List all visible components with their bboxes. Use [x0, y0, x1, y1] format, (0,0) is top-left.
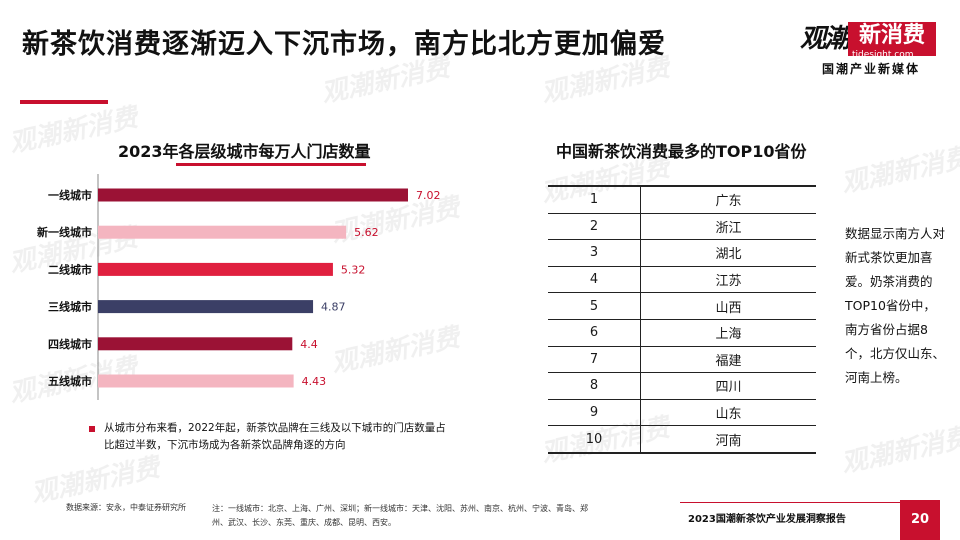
footnote: 注：一线城市：北京、上海、广州、深圳；新一线城市：天津、沈阳、苏州、南京、杭州、…: [212, 504, 588, 527]
table-row: 5 山西: [548, 292, 816, 320]
province-cell: 浙江: [640, 213, 816, 241]
logo-tagline: 国潮产业新媒体: [822, 62, 921, 76]
rank-cell: 7: [548, 346, 641, 374]
data-label: 4.87: [321, 301, 346, 314]
province-cell: 广东: [640, 184, 816, 214]
bar: [98, 300, 314, 314]
rank-cell: 6: [548, 319, 641, 347]
logo-domain: tidesight.com: [852, 50, 914, 60]
province-cell: 四川: [640, 372, 816, 400]
rank-cell: 3: [548, 239, 641, 267]
category-label: 四线城市: [48, 337, 92, 351]
table-row: 3 湖北: [548, 239, 816, 267]
data-source: 数据来源：安永，中泰证券研究所: [66, 503, 186, 512]
bar-chart: 一线城市 7.02 新一线城市 5.62 二线城市 5.32 三线城市 4.87 四线城市 4.4…: [37, 174, 441, 400]
watermark: 观潮新消费: [838, 142, 960, 200]
table-row: 6 上海: [548, 319, 816, 347]
report-name: 2023国潮新茶饮产业发展洞察报告: [688, 514, 846, 525]
province-cell: 河南: [640, 425, 816, 454]
table-row: 8 四川: [548, 372, 816, 400]
bottom-note: 从城市分布来看，2022年起，新茶饮品牌在三线及以下城市的门店数量占比超过半数，…: [104, 422, 446, 451]
table-row: 9 山东: [548, 399, 816, 427]
page-title: 新茶饮消费逐渐迈入下沉市场，南方比北方更加偏爱: [22, 29, 666, 60]
chart-title: 2023年各层级城市每万人门店数量: [118, 142, 371, 161]
rank-cell: 8: [548, 372, 641, 400]
side-note: 数据显示南方人对新式茶饮更加喜爱。奶茶消费的TOP10省份中，南方省份占据8个，…: [845, 226, 946, 385]
bullet-icon: [89, 426, 95, 432]
data-label: 5.32: [341, 263, 366, 276]
bar: [98, 374, 294, 388]
footer-line: [680, 502, 902, 503]
province-cell: 山西: [640, 292, 816, 320]
brand-logo: 观潮 新消费 tidesight.com 国潮产业新媒体: [800, 18, 940, 76]
province-cell: 江苏: [640, 266, 816, 294]
table-row: 4 江苏: [548, 266, 816, 294]
watermark: 观潮新消费: [838, 422, 960, 480]
data-label: 4.4: [300, 338, 318, 351]
table-row: 10 河南: [548, 425, 816, 454]
data-label: 7.02: [416, 189, 441, 202]
data-label: 4.43: [302, 375, 327, 388]
table-row: 2 浙江: [548, 213, 816, 241]
province-cell: 上海: [640, 319, 816, 347]
category-label: 三线城市: [48, 300, 92, 314]
rank-cell: 9: [548, 399, 641, 427]
ranking-table: 1 广东 2 浙江 3 湖北 4 江苏 5 山西 6 上海 7 福建 8 四川 9 山东 10 河南: [548, 184, 816, 454]
title-underline: [20, 100, 108, 104]
rank-cell: 10: [548, 425, 641, 454]
rank-cell: 2: [548, 213, 641, 241]
page-number: 20: [900, 500, 940, 540]
rank-cell: 5: [548, 292, 641, 320]
bar: [98, 262, 333, 276]
bar: [98, 188, 408, 202]
data-label: 5.62: [354, 226, 379, 239]
province-cell: 山东: [640, 399, 816, 427]
logo-mark: 观潮: [800, 24, 850, 54]
rank-cell: 1: [548, 184, 641, 214]
rank-cell: 4: [548, 266, 641, 294]
category-label: 新一线城市: [37, 225, 92, 239]
category-label: 二线城市: [48, 262, 92, 276]
watermark: 观潮新消费: [28, 452, 163, 510]
category-label: 一线城市: [48, 188, 92, 202]
category-label: 五线城市: [48, 374, 92, 388]
province-cell: 福建: [640, 346, 816, 374]
table-row: 1 广东: [548, 184, 816, 214]
bar: [98, 225, 347, 239]
bar: [98, 337, 293, 351]
chart-title-underline: [176, 163, 366, 166]
table-row: 7 福建: [548, 346, 816, 374]
logo-box: 新消费: [848, 22, 936, 56]
province-cell: 湖北: [640, 239, 816, 267]
table-title: 中国新茶饮消费最多的TOP10省份: [556, 142, 807, 161]
